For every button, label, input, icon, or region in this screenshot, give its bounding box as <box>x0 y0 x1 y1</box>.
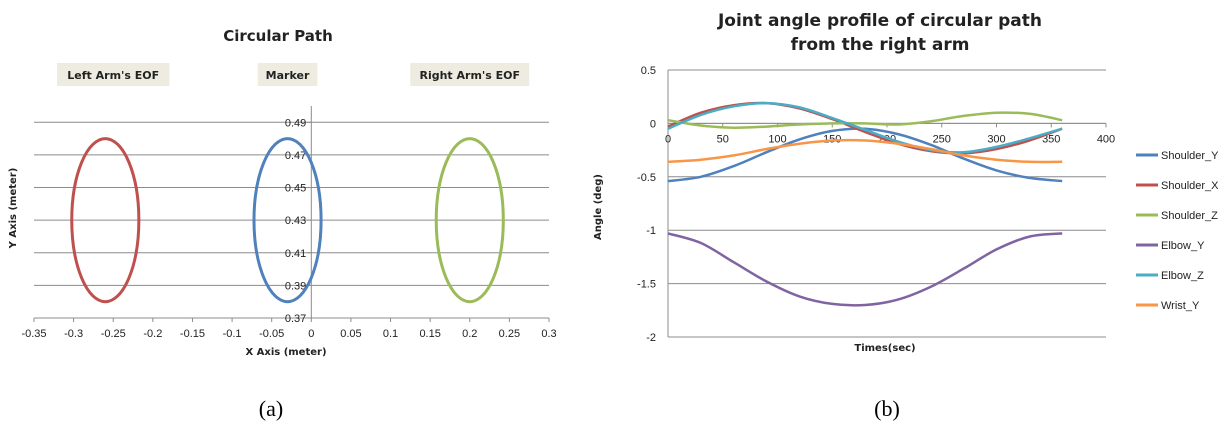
legend-label-elbow-z: Elbow_Z <box>1161 270 1204 282</box>
chart-a-y-axis-label: Y Axis (meter) <box>8 168 19 250</box>
chart-a-x-tick-label: 0.05 <box>340 328 361 340</box>
chart-b-x-tick-label: 300 <box>987 133 1005 145</box>
chart-b-line-shoulder-z <box>667 111 1063 129</box>
chart-a-title: Circular Path <box>223 27 333 45</box>
legend-label-shoulder-z: Shoulder_Z <box>1161 210 1218 222</box>
legend-label-shoulder-y: Shoulder_Y <box>1161 150 1219 162</box>
chart-b-x-tick-label: 100 <box>768 133 786 145</box>
chart-a-x-tick-label: 0.1 <box>383 328 398 340</box>
chart-a-annotation-box <box>257 63 318 86</box>
chart-a-path-right-arm-s-eof <box>434 137 505 304</box>
chart-a-annotation-box <box>410 63 530 86</box>
legend-label-shoulder-x: Shoulder_X <box>1161 180 1219 192</box>
chart-b-y-tick-label: 0.5 <box>641 65 656 77</box>
chart-b-x-tick-label: 50 <box>717 133 729 145</box>
chart-a-x-tick-label: 0.3 <box>541 328 556 340</box>
chart-b-x-tick-label: 350 <box>1042 133 1060 145</box>
chart-a-y-tick-label: 0.41 <box>285 248 306 260</box>
chart-b-x-tick-label: 400 <box>1097 133 1115 145</box>
chart-a-x-tick-label: -0.15 <box>180 328 205 340</box>
chart-b-line-elbow-y <box>667 232 1063 307</box>
chart-b-y-axis-label: Angle (deg) <box>593 174 604 240</box>
chart-b-gridlines <box>668 69 1106 338</box>
chart-a-axes <box>33 106 550 322</box>
caption-a: (a) <box>259 396 283 421</box>
chart-b-title-line-2: from the right arm <box>791 35 970 55</box>
chart-b-axes <box>667 70 1107 337</box>
chart-a-x-tick-label: -0.2 <box>143 328 162 340</box>
chart-a-annotation-marker: Marker <box>266 69 310 82</box>
chart-a-path-left-arm-s-eof <box>70 137 141 304</box>
caption-b: (b) <box>874 396 900 421</box>
chart-b-y-tick-label: -0.5 <box>637 172 656 184</box>
joint-angle-chart: Joint angle profile of circular path fro… <box>593 11 1219 354</box>
chart-b-x-tick-label: 0 <box>665 133 671 145</box>
legend-label-wrist-y: Wrist_Y <box>1161 300 1200 312</box>
chart-a-annotation-right-arm-s-eof: Right Arm's EOF <box>419 69 520 82</box>
chart-b-series <box>667 101 1063 307</box>
chart-b-y-tick-label: -2 <box>646 332 656 344</box>
chart-a-x-tick-label: -0.35 <box>21 328 46 340</box>
chart-a-y-tick-label: 0.45 <box>285 183 306 195</box>
chart-b-line-wrist-y <box>667 138 1063 164</box>
chart-b-y-tick-label: -1 <box>646 225 656 237</box>
chart-a-path-marker <box>252 137 323 304</box>
chart-a-x-tick-label: 0.25 <box>499 328 520 340</box>
chart-b-x-tick-label: 250 <box>933 133 951 145</box>
chart-a-gridlines <box>34 121 549 319</box>
chart-a-x-tick-label: 0.2 <box>462 328 477 340</box>
chart-a-x-tick-label: 0 <box>308 328 314 340</box>
chart-a-x-axis-label: X Axis (meter) <box>245 347 326 358</box>
chart-a-y-tick-label: 0.43 <box>285 215 306 227</box>
chart-a-x-tick-label: -0.3 <box>64 328 83 340</box>
chart-b-line-elbow-z <box>667 101 1063 154</box>
chart-a-x-tick-label: -0.1 <box>223 328 242 340</box>
chart-b-y-tick-label: -1.5 <box>637 279 656 291</box>
chart-a-y-tick-label: 0.37 <box>285 313 306 325</box>
chart-b-y-tick-labels: 0.5 0 -0.5 -1 -1.5 -2 <box>637 65 656 344</box>
chart-b-legend: Shoulder_Y Shoulder_X Shoulder_Z Elbow_Y Elb… <box>1136 150 1219 312</box>
chart-a-annotation-box <box>57 63 170 86</box>
chart-a-y-tick-label: 0.49 <box>285 117 306 129</box>
chart-a-annotation-boxes: Left Arm's EOF Marker Right Arm's EOF <box>57 63 530 86</box>
chart-a-x-tick-labels: -0.35 -0.3 -0.25 -0.2 -0.15 -0.1 -0.05 0 0.05 0.1… <box>21 328 556 340</box>
legend-label-elbow-y: Elbow_Y <box>1161 240 1205 252</box>
chart-a-y-tick-labels: 0.37 0.39 0.41 0.43 0.45 0.47 0.49 <box>285 117 306 325</box>
chart-b-y-tick-label: 0 <box>650 118 656 130</box>
chart-a-series <box>70 137 505 304</box>
chart-a-x-tick-label: -0.05 <box>259 328 284 340</box>
chart-a-x-tick-label: 0.15 <box>419 328 440 340</box>
circular-path-chart: Circular Path -0.35 -0.3 -0.25 -0.2 -0.15 -0.… <box>8 27 557 358</box>
chart-b-x-axis-label: Times(sec) <box>854 343 915 354</box>
chart-a-y-tick-label: 0.47 <box>285 150 306 162</box>
chart-a-y-tick-label: 0.39 <box>285 280 306 292</box>
chart-a-x-tick-label: -0.25 <box>101 328 126 340</box>
chart-a-annotation-left-arm-s-eof: Left Arm's EOF <box>67 69 159 82</box>
chart-b-title-line-1: Joint angle profile of circular path <box>717 11 1042 31</box>
